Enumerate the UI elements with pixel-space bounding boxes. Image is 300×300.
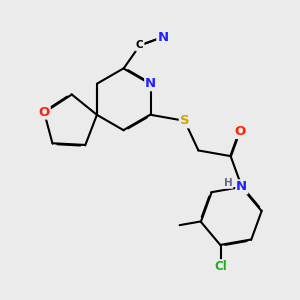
Text: O: O bbox=[38, 106, 50, 118]
Text: N: N bbox=[145, 77, 156, 90]
Text: S: S bbox=[180, 114, 189, 127]
Text: N: N bbox=[157, 31, 168, 44]
Text: Cl: Cl bbox=[214, 260, 227, 273]
Text: O: O bbox=[234, 125, 245, 138]
Text: C: C bbox=[136, 40, 144, 50]
Text: N: N bbox=[236, 180, 248, 194]
Text: H: H bbox=[224, 178, 233, 188]
